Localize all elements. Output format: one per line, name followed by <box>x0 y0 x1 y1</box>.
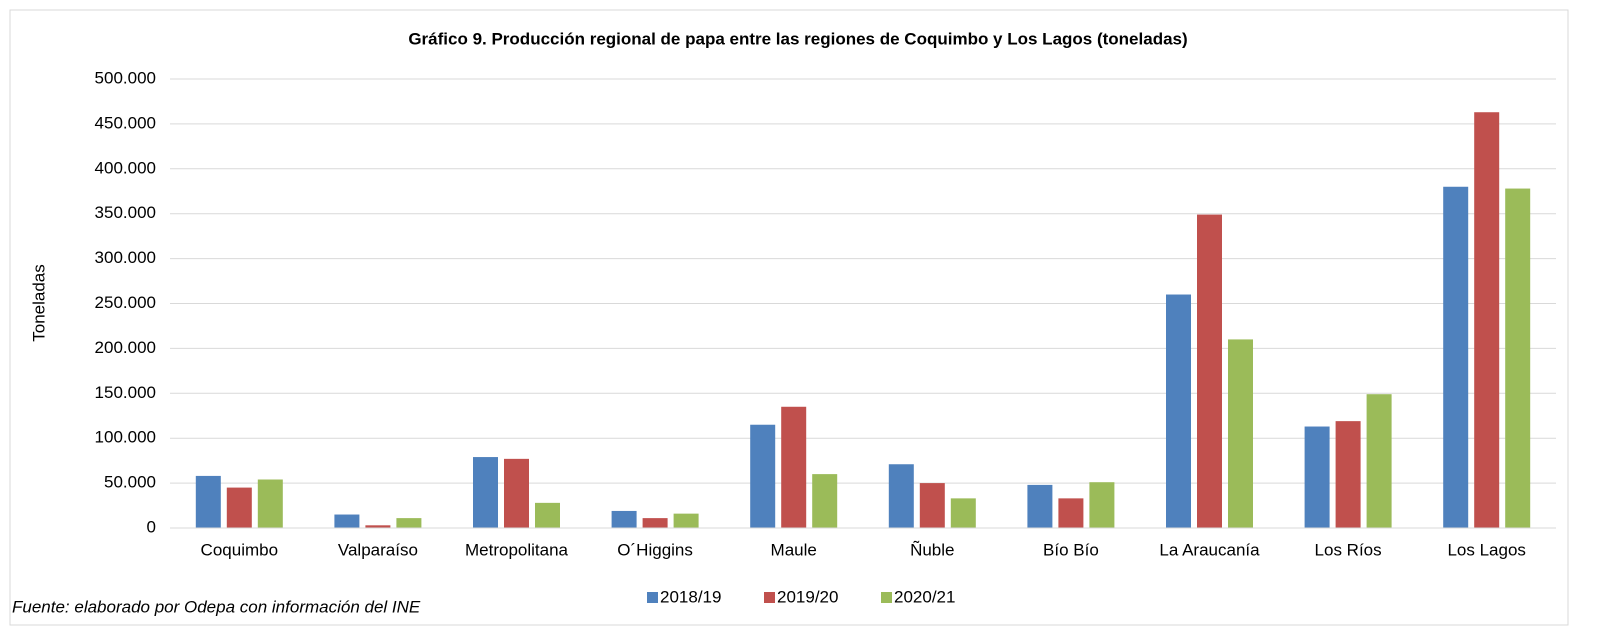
legend-label: 2020/21 <box>894 587 955 606</box>
x-tick-label: La Araucanía <box>1159 540 1260 559</box>
x-tick-label: Valparaíso <box>338 540 418 559</box>
bar <box>919 483 945 528</box>
bar <box>257 479 283 528</box>
x-tick-label: Bío Bío <box>1043 540 1099 559</box>
legend-swatch <box>647 592 658 603</box>
x-tick-label: Los Ríos <box>1315 540 1382 559</box>
bar <box>195 475 221 528</box>
chart-frame <box>9 9 1569 626</box>
bar <box>1304 426 1330 528</box>
bar <box>888 464 914 528</box>
y-tick-label: 400.000 <box>95 158 156 177</box>
source-note: Fuente: elaborado por Odepa con informac… <box>12 597 421 616</box>
y-tick-label: 150.000 <box>95 383 156 402</box>
y-tick-label: 250.000 <box>95 293 156 312</box>
y-tick-label: 0 <box>147 517 156 536</box>
bar <box>365 525 391 528</box>
x-tick-label: Metropolitana <box>465 540 569 559</box>
legend-label: 2018/19 <box>660 587 721 606</box>
bar <box>1474 112 1500 528</box>
bar <box>1505 188 1531 528</box>
x-tick-label: Coquimbo <box>201 540 279 559</box>
x-tick-label: Ñuble <box>910 540 954 559</box>
y-tick-label: 50.000 <box>104 473 156 492</box>
y-axis-label: Toneladas <box>29 264 48 342</box>
bar <box>673 513 699 528</box>
bar <box>812 474 838 528</box>
bar <box>1335 421 1361 528</box>
bar <box>1443 186 1469 528</box>
bar <box>611 510 637 528</box>
bar <box>1366 394 1392 528</box>
bar <box>535 502 560 528</box>
x-tick-label: O´Higgins <box>617 540 693 559</box>
y-tick-label: 500.000 <box>95 68 156 87</box>
bar <box>1197 214 1222 528</box>
bar <box>781 406 807 528</box>
y-tick-label: 200.000 <box>95 338 156 357</box>
bar <box>1058 498 1084 528</box>
y-tick-label: 300.000 <box>95 248 156 267</box>
chart-title: Gráfico 9. Producción regional de papa e… <box>408 29 1187 48</box>
bar <box>396 518 422 528</box>
bar <box>750 424 776 528</box>
bar <box>504 458 529 528</box>
bar <box>1089 482 1115 528</box>
bar <box>1027 484 1053 528</box>
y-tick-label: 350.000 <box>95 203 156 222</box>
bar <box>950 498 976 528</box>
bar <box>473 457 498 528</box>
y-tick-label: 100.000 <box>95 428 156 447</box>
legend-label: 2019/20 <box>777 587 838 606</box>
legend-swatch <box>764 592 775 603</box>
bar <box>1166 294 1191 528</box>
y-tick-label: 450.000 <box>95 113 156 132</box>
bar <box>334 514 360 528</box>
bar <box>1228 339 1253 528</box>
x-tick-label: Los Lagos <box>1447 540 1525 559</box>
x-tick-label: Maule <box>771 540 817 559</box>
bar <box>226 487 252 528</box>
bar <box>642 518 668 528</box>
legend-swatch <box>881 592 892 603</box>
